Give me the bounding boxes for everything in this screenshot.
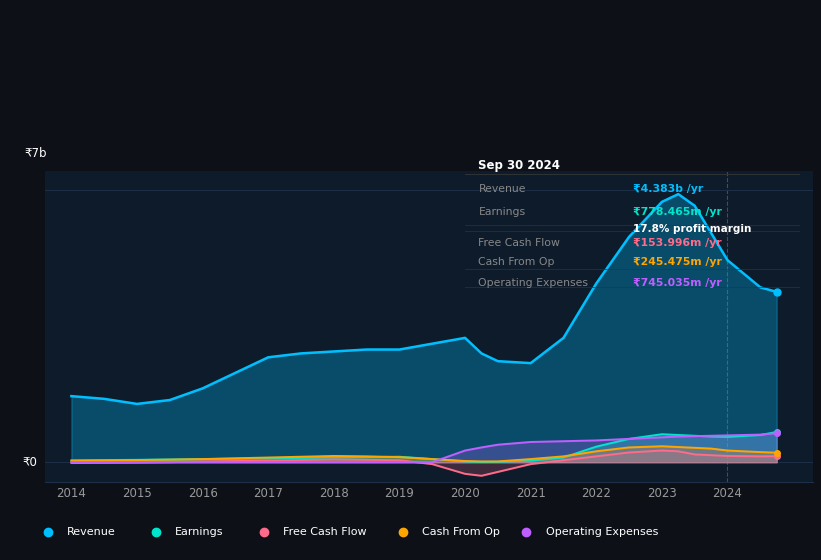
- Text: ₹745.035m /yr: ₹745.035m /yr: [632, 278, 722, 288]
- Text: Earnings: Earnings: [479, 207, 525, 217]
- Text: 17.8% profit margin: 17.8% profit margin: [632, 225, 751, 235]
- Text: ₹245.475m /yr: ₹245.475m /yr: [632, 256, 722, 267]
- Text: ₹0: ₹0: [23, 456, 38, 469]
- Text: Cash From Op: Cash From Op: [422, 527, 500, 537]
- Text: Earnings: Earnings: [175, 527, 223, 537]
- Text: ₹153.996m /yr: ₹153.996m /yr: [632, 238, 721, 248]
- Text: Revenue: Revenue: [67, 527, 116, 537]
- Text: Operating Expenses: Operating Expenses: [479, 278, 589, 288]
- Text: Free Cash Flow: Free Cash Flow: [479, 238, 560, 248]
- Text: Cash From Op: Cash From Op: [479, 256, 555, 267]
- Text: Sep 30 2024: Sep 30 2024: [479, 159, 561, 172]
- Text: ₹7b: ₹7b: [25, 147, 47, 160]
- Text: Free Cash Flow: Free Cash Flow: [283, 527, 367, 537]
- Text: ₹4.383b /yr: ₹4.383b /yr: [632, 184, 703, 194]
- Text: Operating Expenses: Operating Expenses: [546, 527, 658, 537]
- Text: ₹778.465m /yr: ₹778.465m /yr: [632, 207, 722, 217]
- Text: Revenue: Revenue: [479, 184, 526, 194]
